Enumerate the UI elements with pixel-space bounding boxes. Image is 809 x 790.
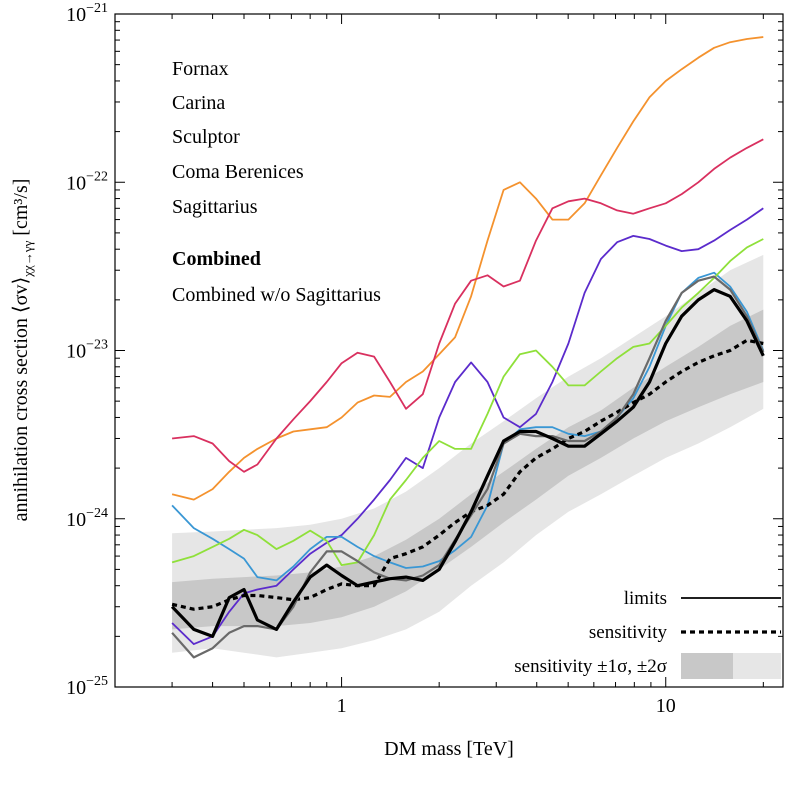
legend-dwarf-galaxies: Fornax Carina Sculptor Coma Berenices Sagitt…: [172, 58, 381, 306]
legend-band-two-sigma: [733, 653, 781, 679]
y-tick-label: 10−23: [66, 338, 108, 363]
series-line-combined: [170, 288, 765, 638]
y-tick-label: 10−21: [66, 1, 108, 26]
band-two-sigma: [172, 254, 764, 658]
legend-entry: Combined w/o Sagittarius: [172, 284, 381, 306]
legend-band-one-sigma: [681, 653, 733, 679]
y-axis-title-main: annihilation cross section ⟨σv⟩: [10, 277, 32, 522]
y-tick-labels: 10−25 10−24 10−23 10−22 10−21: [66, 1, 108, 699]
y-axis-title-unit: [cm³/s]: [10, 179, 32, 241]
legend-entry: Sculptor: [172, 126, 240, 148]
legend-label: limits: [624, 588, 667, 609]
legend-entry: Coma Berenices: [172, 161, 304, 183]
x-axis-title: DM mass [TeV]: [384, 738, 514, 760]
y-axis-title: annihilation cross section ⟨σv⟩χχ→γγ [cm…: [10, 179, 35, 522]
y-tick-label: 10−25: [66, 674, 108, 699]
series-line-carina: [172, 138, 764, 473]
series-lines: [170, 36, 765, 659]
y-axis-title-sub: χχ→γγ: [20, 240, 35, 277]
legend-label: sensitivity: [589, 622, 668, 643]
x-tick-labels: 1 10: [337, 695, 676, 717]
x-tick-label: 10: [656, 695, 676, 717]
legend-entry: Sagittarius: [172, 196, 258, 218]
legend-line-styles: limits sensitivity sensitivity ±1σ, ±2σ: [514, 588, 781, 679]
x-tick-label: 1: [337, 695, 347, 717]
y-tick-label: 10−22: [66, 169, 108, 194]
series-line-sagittarius: [171, 238, 764, 566]
y-tick-label: 10−24: [66, 506, 108, 531]
legend-entry: Fornax: [172, 58, 229, 80]
legend-entry: Combined: [172, 248, 261, 270]
axis-ticks: [114, 13, 783, 688]
legend-label: sensitivity ±1σ, ±2σ: [514, 656, 667, 677]
legend-entry: Carina: [172, 92, 225, 114]
series-line-sculptor: [171, 207, 764, 645]
